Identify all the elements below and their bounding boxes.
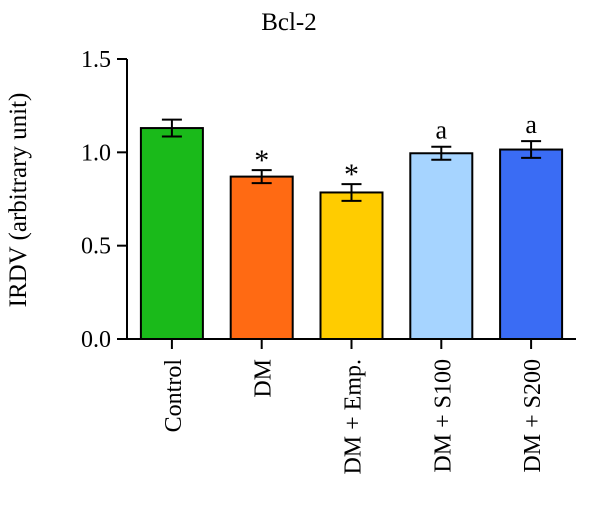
bar	[229, 175, 294, 340]
x-tick-label: DM + S200	[520, 359, 546, 473]
bar	[139, 127, 204, 340]
y-tick-label: 1.0	[81, 140, 111, 166]
bar	[409, 152, 474, 340]
significance-label: a	[525, 110, 537, 139]
significance-label: *	[254, 144, 269, 177]
significance-label: a	[436, 116, 448, 145]
x-tick-label: DM + S100	[430, 359, 456, 473]
bars: * * a a	[139, 110, 564, 340]
bar	[319, 191, 384, 340]
x-tick-label: DM + Emp.	[341, 359, 367, 475]
x-axis-ticks: Control DM DM + Emp. DM + S100 DM + S200	[161, 339, 546, 475]
significance-label: *	[344, 158, 359, 191]
chart-title: Bcl-2	[261, 9, 317, 36]
y-tick-label: 0.0	[81, 327, 111, 353]
y-axis-ticks: 0.0 0.5 1.0 1.5	[81, 47, 127, 353]
bar	[499, 148, 564, 340]
y-axis-label: IRDV (arbitrary unit)	[5, 93, 32, 308]
y-tick-label: 0.5	[81, 234, 111, 260]
y-tick-label: 1.5	[81, 47, 111, 73]
x-tick-label: DM	[251, 359, 277, 398]
x-tick-label: Control	[161, 359, 187, 433]
